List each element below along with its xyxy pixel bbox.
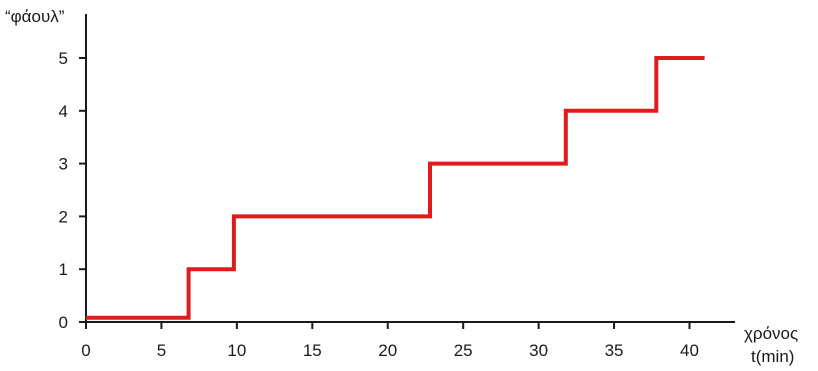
- y-ticks: 0 1 2 3 4 5: [59, 49, 86, 332]
- y-tick-label: 2: [59, 207, 68, 226]
- x-axis-label-line1: χρόνος: [744, 324, 798, 343]
- series-line: [86, 56, 705, 320]
- y-axis-label: “φάουλ”: [5, 7, 65, 26]
- x-tick-label: 25: [454, 341, 473, 360]
- y-tick-label: 0: [59, 313, 68, 332]
- x-tick-label: 15: [303, 341, 322, 360]
- x-tick-label: 10: [227, 341, 246, 360]
- x-tick-label: 30: [529, 341, 548, 360]
- y-tick-label: 5: [59, 49, 68, 68]
- y-tick-label: 4: [59, 102, 68, 121]
- y-tick-label: 1: [59, 260, 68, 279]
- x-tick-label: 0: [81, 341, 90, 360]
- x-tick-label: 40: [680, 341, 699, 360]
- x-axis-label-line2: t(min): [751, 347, 794, 366]
- x-tick-label: 20: [378, 341, 397, 360]
- x-tick-label: 5: [157, 341, 166, 360]
- x-tick-label: 35: [605, 341, 624, 360]
- x-ticks: 0 5 10 15 20 25 30 35 40: [81, 322, 699, 360]
- y-tick-label: 3: [59, 155, 68, 174]
